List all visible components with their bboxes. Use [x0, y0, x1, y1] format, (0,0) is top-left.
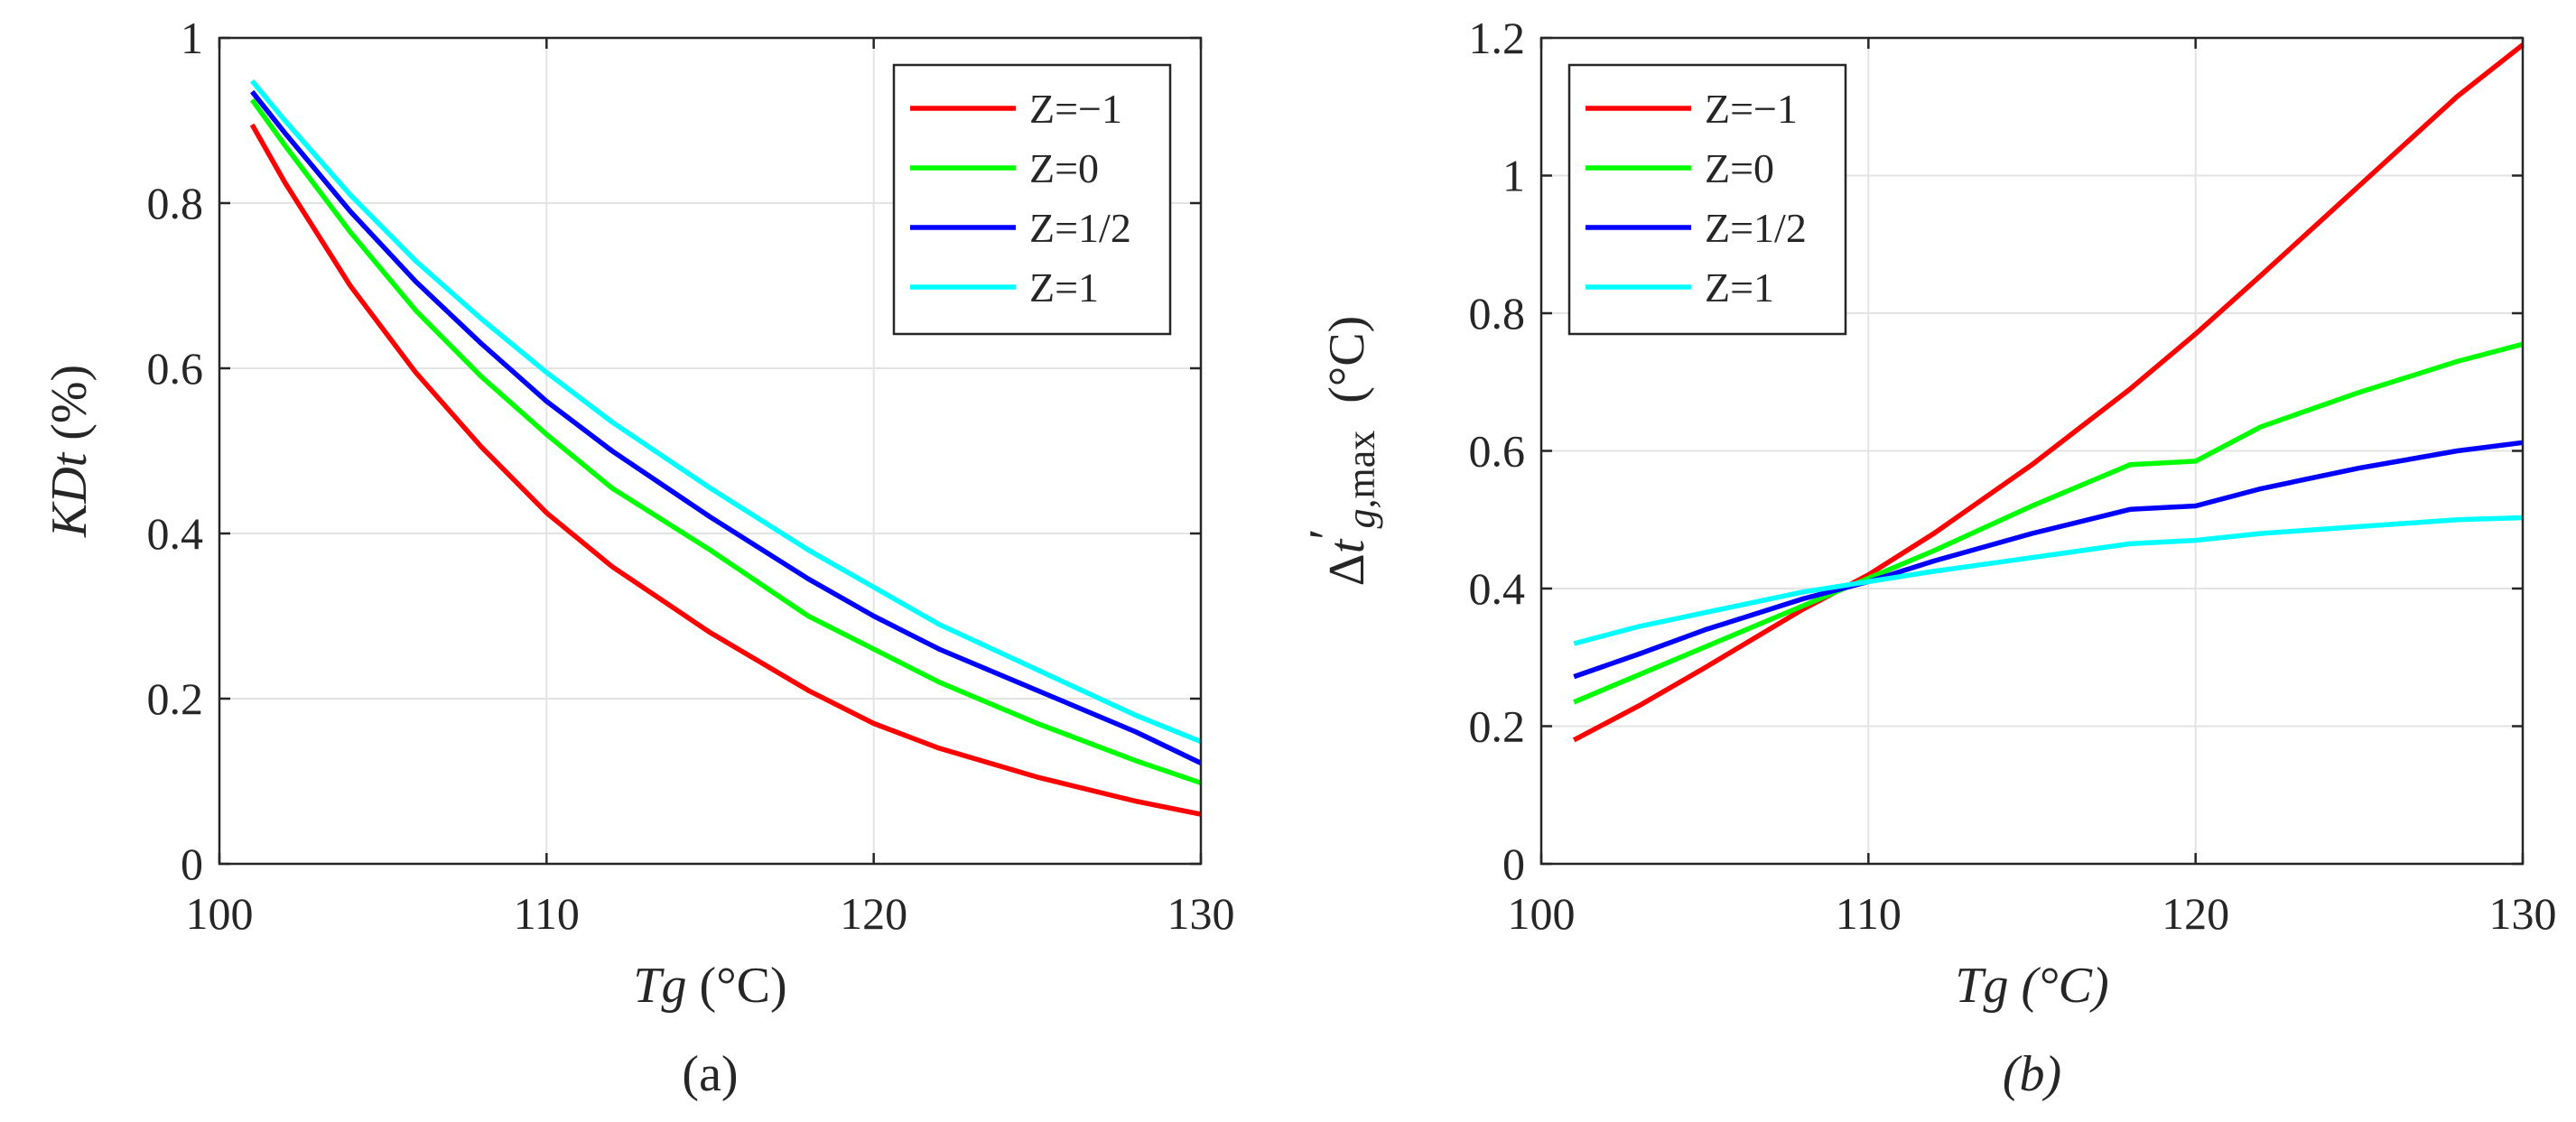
y-axis-label: KDt (%) [42, 365, 98, 538]
x-tick-label: 120 [840, 888, 907, 939]
y-tick-label: 0.2 [1469, 701, 1526, 752]
series-line-2 [1573, 341, 2524, 705]
x-axis-label-unit: (°C) [687, 958, 787, 1014]
y-tick-label: 1.2 [1469, 13, 1526, 63]
y-tick-label: 0.4 [1469, 563, 1526, 614]
x-axis-label-unit: (°C) [2009, 958, 2109, 1014]
y-tick-label: 0.8 [147, 178, 204, 228]
y-tick-label: 0 [181, 839, 203, 889]
y-tick-label: 1 [1502, 151, 1525, 201]
y-axis-label-sub: max [1339, 431, 1383, 499]
y-tick-label: 1 [181, 13, 203, 63]
y-tick-label: 0 [1502, 839, 1525, 889]
legend-entry: Z=1 [1705, 264, 1774, 311]
chart-panel-b: 100 110 120 130 0 0.2 0.4 0.6 0.8 1 1.2 Z=−1 Z=0 Z=1… [1299, 13, 2557, 1102]
y-axis-label-var: KDt [42, 451, 98, 538]
x-tick-label: 100 [1508, 888, 1576, 939]
series-line-3 [250, 89, 1203, 765]
y-axis-label-unit: (°C) [1319, 316, 1375, 403]
series-line-4 [250, 79, 1203, 745]
legend-entry: Z=−1 [1029, 86, 1122, 132]
legend-entry: Z=−1 [1705, 86, 1798, 132]
legend-entry: Z=0 [1705, 145, 1774, 191]
plot-area-a [218, 36, 1203, 866]
x-tick-label: 110 [1836, 888, 1902, 939]
series-line-3 [1573, 440, 2524, 680]
y-tick-label: 0.6 [1469, 426, 1526, 477]
y-tick-label: 0.8 [1469, 288, 1526, 338]
legend-entry: Z=1/2 [1029, 205, 1131, 251]
x-tick-label: 120 [2162, 888, 2229, 939]
series-line-2 [249, 97, 1202, 785]
x-tick-label: 110 [514, 888, 580, 939]
y-axis-label-delta: Δ [1319, 553, 1375, 586]
y-axis-label-unit: (%) [42, 365, 98, 453]
x-axis-label-var: Tg [1955, 958, 2008, 1014]
y-axis-label: Δt′g,max (°C) [1299, 316, 1383, 587]
x-axis-label: Tg (°C) [633, 958, 786, 1014]
panel-caption: (a) [682, 1046, 738, 1102]
legend-entry: Z=1/2 [1705, 205, 1807, 251]
series-line-1 [1572, 42, 2525, 743]
y-tick-label: 0.2 [147, 673, 204, 724]
x-axis-label: Tg (°C) [1955, 958, 2108, 1014]
y-axis-label-italic: t [1319, 538, 1375, 553]
legend-entry: Z=0 [1029, 145, 1099, 191]
series-line-4 [1573, 515, 2524, 646]
x-tick-label: 130 [1167, 888, 1235, 939]
series-line-1 [249, 123, 1202, 817]
chart-panel-a: 100 110 120 130 0 0.2 0.4 0.6 0.8 1 Z=−1 Z=0 Z=1/2 Z… [42, 13, 1235, 1102]
y-axis-label-prime: ′ [1299, 528, 1355, 539]
x-axis-label-var: Tg [633, 958, 686, 1014]
panel-caption: (b) [2003, 1046, 2061, 1102]
y-axis-label-sub-italic: g, [1339, 498, 1383, 528]
legend-entry: Z=1 [1029, 264, 1099, 311]
x-tick-label: 130 [2489, 888, 2557, 939]
y-tick-label: 0.4 [147, 508, 204, 559]
y-tick-label: 0.6 [147, 343, 204, 394]
x-tick-label: 100 [186, 888, 254, 939]
